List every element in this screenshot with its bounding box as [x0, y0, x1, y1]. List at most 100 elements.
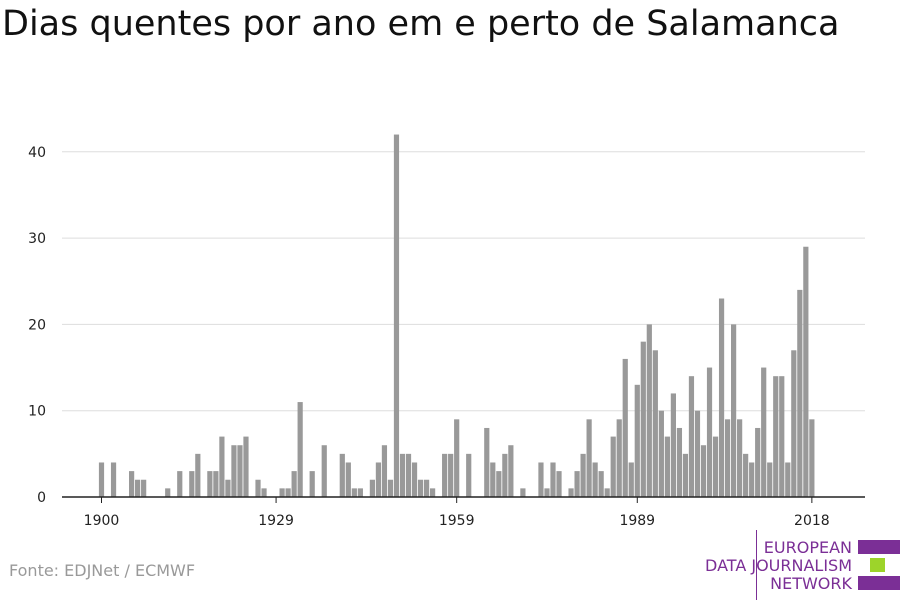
bar-1913 [177, 471, 183, 497]
y-tick-label: 10 [28, 404, 46, 420]
bar-2000 [700, 445, 707, 497]
logo-bar-green [870, 558, 885, 572]
bar-1983 [598, 471, 604, 497]
bar-1998 [688, 376, 695, 497]
bar-1992 [652, 350, 658, 497]
logo-divider [756, 530, 757, 600]
bars [98, 134, 815, 498]
bar-1926 [255, 479, 261, 497]
x-tick-label: 1989 [619, 513, 655, 529]
bar-1906 [135, 479, 141, 497]
bar-1922 [231, 445, 237, 497]
bar-1968 [508, 445, 514, 497]
x-ticks: 1900 1929 1959 1989 2018 [84, 497, 830, 529]
y-tick-label: 40 [28, 145, 46, 161]
bar-1958 [448, 453, 454, 497]
y-tick-labels: 0 10 20 30 40 [28, 145, 46, 506]
bar-2006 [737, 419, 743, 497]
bar-1995 [670, 393, 676, 497]
bar-2002 [712, 436, 719, 497]
bar-1918 [207, 471, 213, 497]
logo-line-3: NETWORK [770, 574, 852, 593]
bar-1970 [520, 488, 526, 497]
bar-1965 [490, 462, 496, 497]
bar-1943 [357, 488, 363, 497]
bar-1923 [237, 445, 243, 497]
bar-1964 [484, 427, 490, 497]
bar-1978 [568, 488, 574, 497]
bar-2013 [779, 376, 785, 497]
bar-2017 [803, 246, 809, 497]
logo-line-2: DATA JOURNALISM [705, 556, 852, 575]
bar-1961 [466, 453, 472, 497]
bar-1987 [622, 358, 628, 497]
bar-1997 [682, 453, 689, 497]
bar-1993 [658, 410, 664, 497]
bar-2018 [809, 419, 815, 497]
bar-2016 [797, 289, 803, 497]
bar-1907 [141, 479, 147, 497]
bar-2009 [755, 427, 761, 497]
logo-bar-purple-top [858, 540, 900, 554]
bar-1967 [502, 453, 508, 497]
bar-2014 [785, 462, 791, 497]
bar-1945 [369, 479, 375, 497]
bar-2012 [773, 376, 779, 497]
bar-1959 [454, 419, 460, 497]
bar-2004 [724, 419, 731, 497]
bar-2001 [706, 367, 713, 497]
x-tick-label: 1900 [84, 513, 120, 529]
bar-1988 [628, 462, 634, 497]
bar-1911 [165, 488, 171, 497]
bar-1985 [610, 436, 616, 497]
bar-2007 [743, 453, 749, 497]
bar-1999 [694, 410, 701, 497]
bar-1916 [195, 453, 201, 497]
bar-chart: 0 10 20 30 40 1900 1929 1959 1989 2018 [28, 134, 865, 529]
logo-line-1: EUROPEAN [763, 538, 852, 557]
logo-bar-purple-bottom [858, 576, 900, 590]
bar-1982 [592, 462, 598, 497]
bar-1973 [538, 462, 544, 497]
bar-1976 [556, 471, 562, 497]
bar-1979 [574, 471, 580, 497]
source-note: Fonte: EDJNet / ECMWF [9, 561, 196, 580]
bar-1915 [189, 471, 195, 497]
bar-1955 [430, 488, 436, 497]
bar-1989 [634, 384, 640, 497]
y-tick-label: 0 [37, 490, 46, 506]
gridlines [62, 151, 865, 412]
bar-1902 [110, 462, 117, 497]
y-tick-label: 20 [28, 317, 46, 333]
x-tick-label: 1929 [258, 513, 294, 529]
bar-1924 [243, 436, 249, 497]
x-tick-label: 1959 [439, 513, 475, 529]
bar-1941 [345, 462, 351, 497]
bar-2011 [767, 462, 773, 497]
bar-1953 [417, 479, 424, 497]
bar-1921 [225, 479, 231, 497]
bar-1951 [405, 453, 412, 497]
bar-1952 [411, 462, 418, 497]
bar-1937 [321, 445, 327, 497]
bar-2015 [791, 350, 797, 497]
bar-1949 [393, 134, 400, 498]
bar-1905 [129, 471, 135, 497]
x-tick-label: 2018 [794, 513, 830, 529]
bar-1919 [213, 471, 219, 497]
bar-1991 [646, 324, 652, 497]
bar-1947 [381, 445, 388, 497]
bar-1946 [375, 462, 382, 497]
bar-1994 [664, 436, 670, 497]
bar-1996 [676, 427, 683, 497]
bar-1933 [297, 402, 303, 497]
bar-1950 [399, 453, 406, 497]
bar-1930 [279, 488, 285, 497]
bar-1942 [351, 488, 357, 497]
bar-1931 [285, 488, 291, 497]
bar-1975 [550, 462, 556, 497]
bar-1957 [442, 453, 448, 497]
bar-1927 [261, 488, 267, 497]
bar-1966 [496, 471, 502, 497]
bar-1920 [219, 436, 225, 497]
